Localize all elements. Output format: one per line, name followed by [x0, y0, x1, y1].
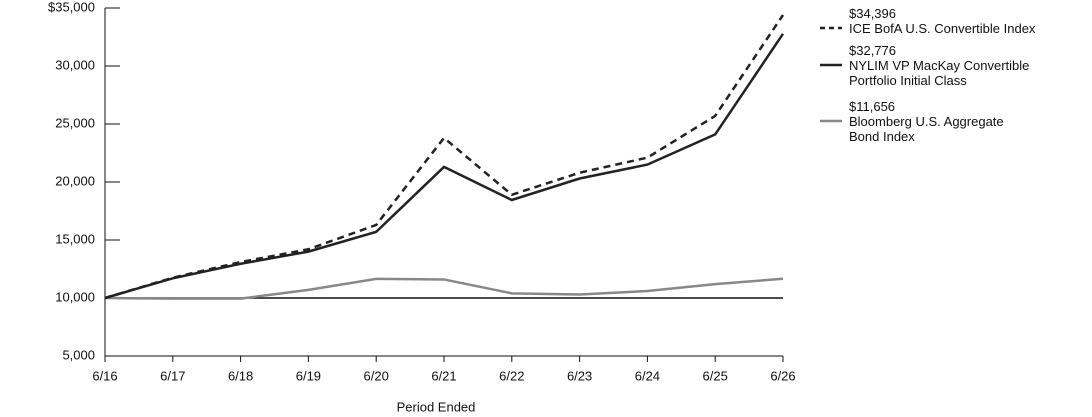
y-tick-label: 5,000 — [62, 347, 95, 362]
y-tick-label: 10,000 — [55, 289, 95, 304]
x-tick-label: 6/16 — [92, 368, 117, 383]
x-tick-label: 6/26 — [770, 368, 795, 383]
x-axis-label: Period Ended — [397, 399, 476, 414]
x-tick-label: 6/22 — [499, 368, 524, 383]
x-tick-label: 6/25 — [703, 368, 728, 383]
legend-value: $32,776 — [849, 43, 896, 58]
legend-label: Bloomberg U.S. Aggregate Bond Index — [849, 114, 1004, 144]
legend-label: ICE BofA U.S. Convertible Index — [849, 21, 1036, 36]
y-tick-label: 15,000 — [55, 231, 95, 246]
x-tick-label: 6/19 — [296, 368, 321, 383]
legend-entry: $32,776 NYLIM VP MacKay Convertible Portf… — [849, 43, 1039, 88]
legend-entry: $34,396 ICE BofA U.S. Convertible Index — [849, 6, 1079, 36]
y-tick-label: 30,000 — [55, 57, 95, 72]
series-line — [104, 14, 785, 300]
legend-value: $11,656 — [849, 99, 896, 114]
series-line — [104, 277, 784, 300]
y-tick-label: 25,000 — [55, 115, 95, 130]
x-tick-label: 6/20 — [364, 368, 389, 383]
x-tick-label: 6/23 — [567, 368, 592, 383]
x-tick-label: 6/24 — [635, 368, 660, 383]
x-tick-label: 6/18 — [228, 368, 253, 383]
x-tick-label: 6/17 — [160, 368, 185, 383]
legend-entry: $11,656 Bloomberg U.S. Aggregate Bond Ind… — [849, 99, 1009, 144]
x-tick-label: 6/21 — [431, 368, 456, 383]
y-tick-label: $35,000 — [48, 0, 95, 14]
legend-label: NYLIM VP MacKay Convertible Portfolio In… — [849, 58, 1030, 88]
legend-value: $34,396 — [849, 6, 896, 21]
series-line — [104, 33, 785, 300]
y-tick-label: 20,000 — [55, 173, 95, 188]
